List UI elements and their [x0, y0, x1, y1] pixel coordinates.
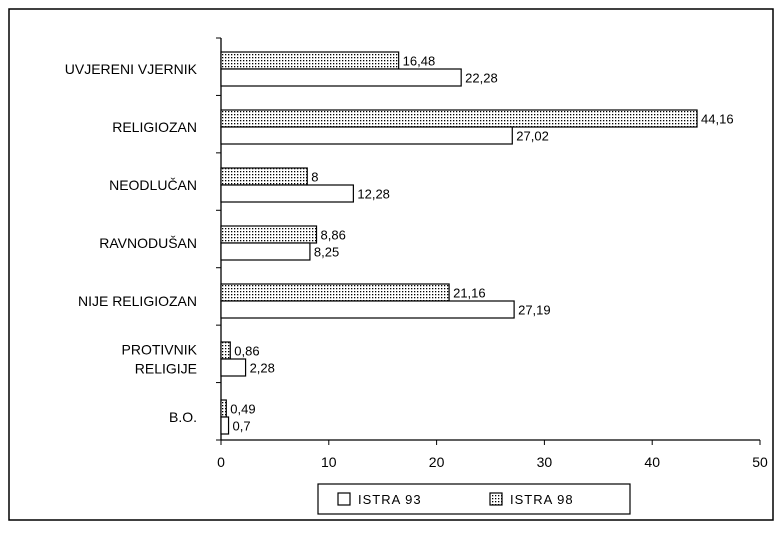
bar-istra-98 — [220, 399, 227, 418]
data-label: 2,28 — [250, 361, 275, 376]
category-label: NIJE RELIGIOZAN — [78, 293, 197, 309]
category-label: RELIGIJE — [135, 361, 197, 377]
data-label: 16,48 — [403, 54, 436, 69]
bar-istra-93 — [220, 242, 311, 261]
bar-istra-98 — [220, 225, 318, 244]
data-label: 8 — [311, 170, 318, 185]
legend-swatch — [489, 492, 503, 506]
category-label: NEODLUČAN — [109, 177, 197, 193]
data-label: 8,86 — [321, 228, 346, 243]
bar-istra-93 — [220, 300, 515, 319]
legend-box — [317, 483, 631, 515]
chart-frame — [8, 8, 774, 521]
category-label: RELIGIOZAN — [112, 119, 197, 135]
data-label: 44,16 — [701, 112, 734, 127]
bar-istra-93 — [220, 68, 462, 87]
bar-istra-98 — [220, 341, 231, 360]
bar-istra-98 — [220, 167, 308, 186]
x-tick-label: 10 — [321, 454, 337, 470]
legend-swatch — [337, 492, 351, 506]
x-tick-label: 20 — [429, 454, 445, 470]
data-label: 0,49 — [230, 402, 255, 417]
bar-istra-93 — [220, 126, 513, 145]
bar-istra-98 — [220, 109, 698, 128]
bar-istra-98 — [220, 51, 400, 70]
category-label: B.O. — [169, 409, 197, 425]
category-label: UVJERENI VJERNIK — [65, 61, 198, 77]
data-label: 27,02 — [516, 129, 549, 144]
data-label: 0,7 — [233, 419, 251, 434]
data-label: 12,28 — [357, 187, 390, 202]
bar-istra-93 — [220, 416, 230, 435]
data-label: 27,19 — [518, 303, 551, 318]
bar-istra-93 — [220, 184, 354, 203]
legend-label: ISTRA 98 — [510, 492, 574, 507]
bar-istra-93 — [220, 358, 247, 377]
x-tick-label: 50 — [752, 454, 768, 470]
legend-label: ISTRA 93 — [358, 492, 422, 507]
category-label: RAVNODUŠAN — [99, 235, 197, 251]
x-tick-label: 40 — [644, 454, 660, 470]
x-tick-label: 30 — [537, 454, 553, 470]
bar-istra-98 — [220, 283, 450, 302]
x-tick-label: 0 — [217, 454, 225, 470]
data-label: 8,25 — [314, 245, 339, 260]
data-label: 21,16 — [453, 286, 486, 301]
category-label: PROTIVNIK — [122, 342, 198, 358]
data-label: 0,86 — [234, 344, 259, 359]
data-label: 22,28 — [465, 71, 498, 86]
